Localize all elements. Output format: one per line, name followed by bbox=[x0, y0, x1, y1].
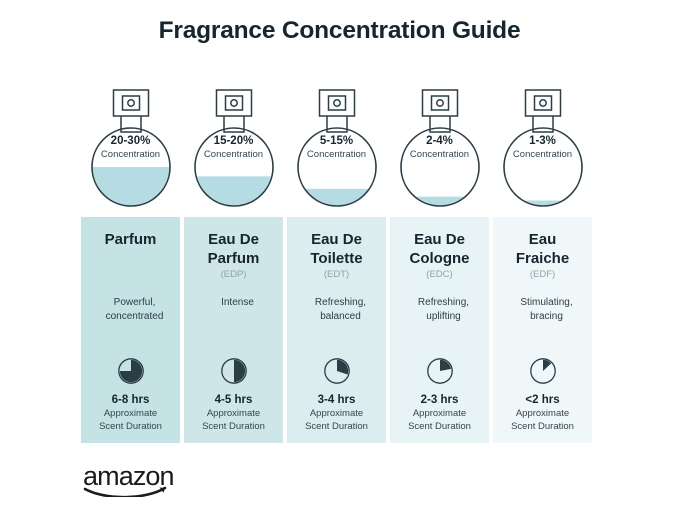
fragrance-panel-1[interactable]: Parfum Powerful, concentrated 6-8 hrs Approx… bbox=[81, 217, 180, 443]
page-title: Fragrance Concentration Guide bbox=[158, 17, 521, 44]
clock-icon bbox=[529, 358, 556, 389]
fragrance-description: Refreshing, uplifting bbox=[417, 297, 470, 322]
fragrance-panel-3[interactable]: Eau De Toilette (EDT) Refreshing, balanced 3-… bbox=[287, 217, 386, 443]
bottle-icon bbox=[296, 89, 377, 207]
fragrance-name: Parfum bbox=[104, 231, 157, 248]
scent-duration: <2 hrs Approximate Scent Duration bbox=[493, 393, 592, 433]
fragrance-description: Stimulating, bracing bbox=[520, 297, 573, 322]
fragrance-abbreviation: (EDF) bbox=[529, 269, 556, 280]
duration-value: 4-5 hrs bbox=[214, 394, 253, 406]
fragrance-description: Powerful, concentrated bbox=[105, 297, 164, 322]
duration-value: 2-3 hrs bbox=[420, 394, 459, 406]
scent-duration: 2-3 hrs Approximate Scent Duration bbox=[390, 393, 489, 433]
scent-duration: 6-8 hrs Approximate Scent Duration bbox=[81, 393, 180, 433]
duration-caption: Approximate Scent Duration bbox=[202, 408, 265, 432]
scent-duration: 3-4 hrs Approximate Scent Duration bbox=[287, 393, 386, 433]
duration-caption: Approximate Scent Duration bbox=[99, 408, 162, 432]
scent-duration: 4-5 hrs Approximate Scent Duration bbox=[184, 393, 283, 433]
duration-caption: Approximate Scent Duration bbox=[511, 408, 574, 432]
fragrance-panel-4[interactable]: Eau De Cologne (EDC) Refreshing, uplifting 2-… bbox=[390, 217, 489, 443]
fragrance-abbreviation: (EDP) bbox=[220, 269, 247, 280]
bottles-row: 20-30% Concentration 15-20% Concentration 5-… bbox=[81, 78, 592, 208]
svg-text:amazon: amazon bbox=[83, 463, 174, 491]
clock-icon bbox=[426, 358, 453, 389]
clock-icon bbox=[323, 358, 350, 389]
clock-icon bbox=[117, 358, 144, 389]
bottle-3: 5-15% Concentration bbox=[287, 78, 386, 208]
bottle-5: 1-3% Concentration bbox=[493, 78, 592, 208]
duration-value: 3-4 hrs bbox=[317, 394, 356, 406]
fragrance-panels-row: Parfum Powerful, concentrated 6-8 hrs Approx… bbox=[81, 217, 592, 443]
fragrance-name: Eau De Cologne bbox=[409, 231, 470, 267]
bottle-4: 2-4% Concentration bbox=[390, 78, 489, 208]
fragrance-name: Eau De Toilette bbox=[310, 231, 363, 267]
fragrance-description: Intense bbox=[221, 297, 254, 308]
fragrance-abbreviation: (EDC) bbox=[426, 269, 453, 280]
duration-value: 6-8 hrs bbox=[111, 394, 150, 406]
fragrance-panel-5[interactable]: Eau Fraiche (EDF) Stimulating, bracing <2 hrs… bbox=[493, 217, 592, 443]
fragrance-name: Eau Fraiche bbox=[515, 231, 570, 267]
amazon-logo: amazon bbox=[83, 461, 175, 502]
bottle-2: 15-20% Concentration bbox=[184, 78, 283, 208]
fragrance-abbreviation: (EDT) bbox=[323, 269, 350, 280]
duration-caption: Approximate Scent Duration bbox=[408, 408, 471, 432]
fragrance-description: Refreshing, balanced bbox=[314, 297, 367, 322]
bottle-1: 20-30% Concentration bbox=[81, 78, 180, 208]
fragrance-panel-2[interactable]: Eau De Parfum (EDP) Intense 4-5 hrs Approxima… bbox=[184, 217, 283, 443]
bottle-icon bbox=[193, 89, 274, 207]
duration-caption: Approximate Scent Duration bbox=[305, 408, 368, 432]
duration-value: <2 hrs bbox=[525, 394, 560, 406]
bottle-icon bbox=[399, 89, 480, 207]
clock-icon bbox=[220, 358, 247, 389]
bottle-icon bbox=[502, 89, 583, 207]
bottle-icon bbox=[90, 89, 171, 207]
fragrance-name: Eau De Parfum bbox=[207, 231, 260, 267]
